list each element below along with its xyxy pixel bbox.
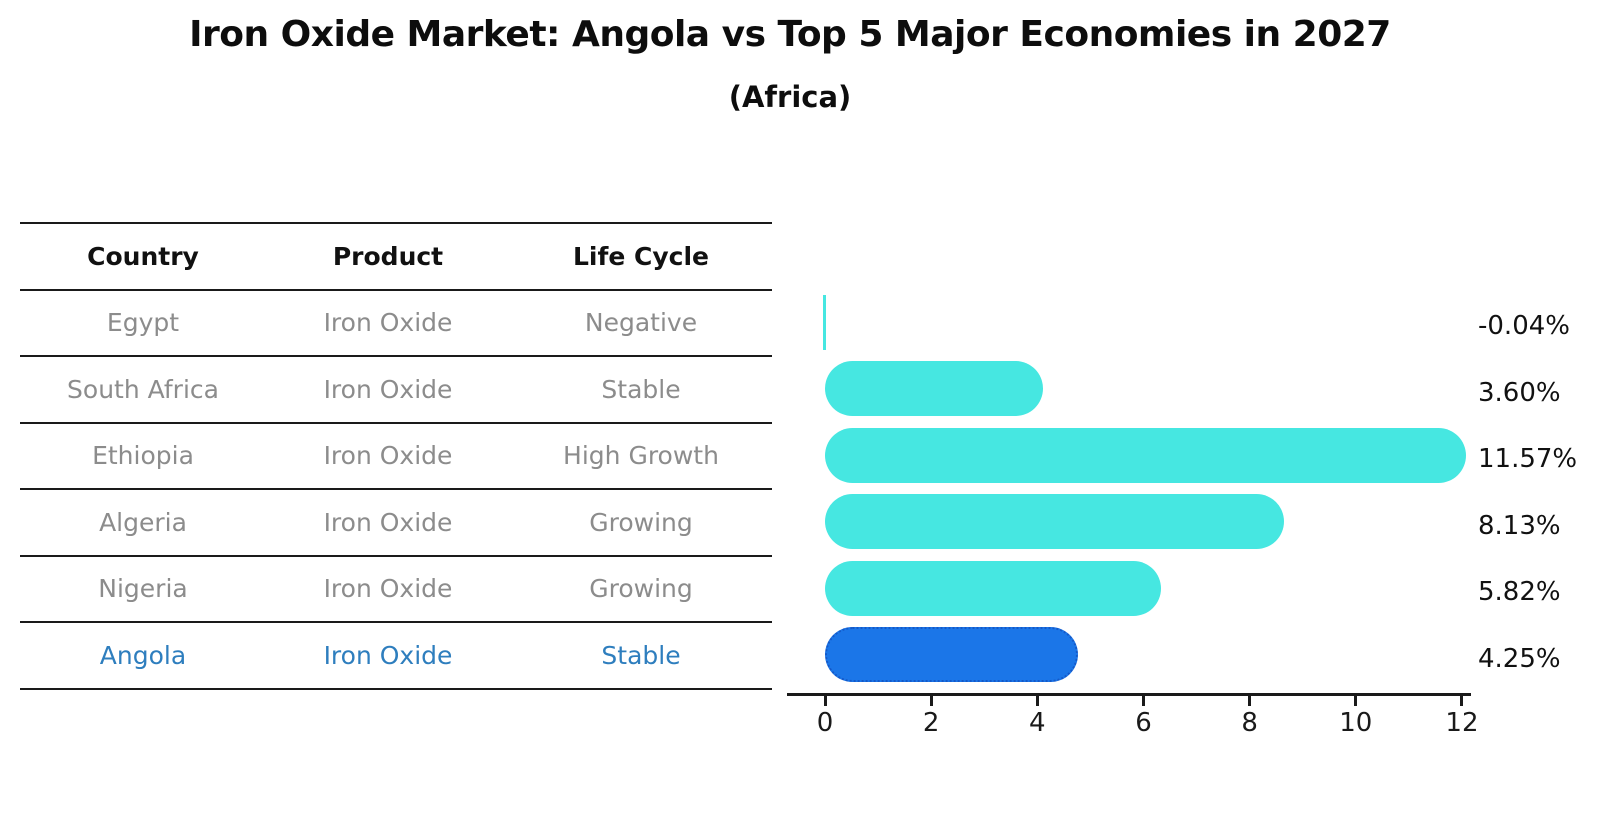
table-row-algeria: Algeria Iron Oxide Growing [20,488,772,555]
x-axis-tick [929,695,933,706]
chart-title: Iron Oxide Market: Angola vs Top 5 Major… [189,14,1391,55]
country-cell: South Africa [67,374,219,404]
column-header-life-cycle: Life Cycle [572,241,710,271]
x-axis-tick-label: 12 [1445,708,1479,738]
x-axis-tick-label: 10 [1339,708,1373,738]
x-axis-tick [1248,695,1252,706]
bar-south-africa [825,361,1043,417]
life-cycle-cell: High Growth [563,441,719,471]
country-table: Country Product Life Cycle Egypt Iron Oxi… [20,222,772,690]
value-label-algeria: 8.13% [1478,510,1561,541]
country-cell: Algeria [99,507,187,537]
life-cycle-cell: Stable [601,640,681,670]
table-row-nigeria: Nigeria Iron Oxide Growing [20,554,772,622]
value-label-angola: 4.25% [1478,643,1561,674]
x-axis-tick-label: 6 [1135,708,1152,738]
product-cell: Iron Oxide [323,574,453,604]
x-axis-tick [1141,695,1145,706]
bar-nigeria [825,560,1161,616]
product-cell: Iron Oxide [323,308,453,338]
x-axis-tick [1035,695,1039,706]
country-cell: Egypt [106,308,180,338]
bar-ethiopia [825,427,1466,483]
chart-subtitle: (Africa) [728,80,852,114]
x-axis-tick [823,695,827,706]
country-cell: Ethiopia [92,441,194,471]
life-cycle-cell: Negative [584,308,698,338]
x-axis-tick-label: 2 [922,708,940,738]
bar-egypt [823,294,826,350]
table-row-angola: Angola Iron Oxide Stable [20,621,772,688]
table-row-ethiopia: Ethiopia Iron Oxide High Growth [20,421,772,489]
x-axis-tick-label: 8 [1241,708,1258,738]
x-axis-tick [1354,695,1358,706]
x-axis-tick-label: 0 [816,708,834,738]
product-cell: Iron Oxide [323,441,453,471]
value-label-egypt: -0.04% [1478,311,1570,342]
value-label-nigeria: 5.82% [1478,577,1561,608]
column-header-country: Country [87,241,199,271]
product-cell: Iron Oxide [323,640,453,670]
value-label-ethiopia: 11.57% [1478,444,1578,475]
x-axis-line [787,693,1471,696]
life-cycle-cell: Growing [589,574,693,604]
table-row-south-africa: South Africa Iron Oxide Stable [20,355,772,422]
country-cell: Nigeria [98,574,188,604]
x-axis-tick [1460,695,1464,706]
life-cycle-cell: Stable [601,374,681,404]
table-header-row: Country Product Life Cycle [20,222,772,289]
country-cell: Angola [99,640,187,670]
product-cell: Iron Oxide [323,507,453,537]
bar-algeria [825,494,1284,550]
value-label-south-africa: 3.60% [1478,377,1561,408]
table-row-egypt: Egypt Iron Oxide Negative [20,288,772,356]
life-cycle-cell: Growing [589,507,693,537]
product-cell: Iron Oxide [323,374,453,404]
column-header-product: Product [332,241,444,271]
bar-angola [825,627,1078,683]
x-axis-tick-label: 4 [1029,708,1046,738]
